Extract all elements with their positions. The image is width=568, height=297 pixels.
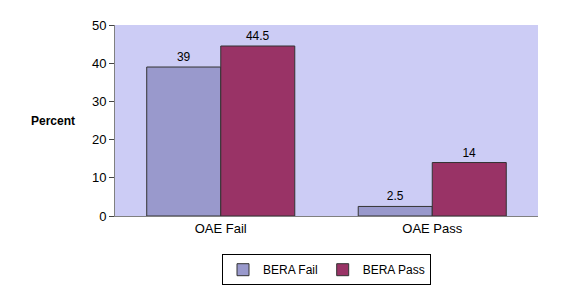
svg-text:14: 14 xyxy=(462,146,476,160)
svg-text:44.5: 44.5 xyxy=(246,29,270,43)
svg-text:40: 40 xyxy=(92,56,106,71)
svg-text:Percent: Percent xyxy=(31,114,75,128)
svg-text:30: 30 xyxy=(92,94,106,109)
svg-text:BERA Fail: BERA Fail xyxy=(263,263,318,277)
svg-text:10: 10 xyxy=(92,170,106,185)
svg-text:20: 20 xyxy=(92,132,106,147)
svg-text:0: 0 xyxy=(99,209,106,224)
svg-text:OAE Fail: OAE Fail xyxy=(195,221,247,236)
svg-text:39: 39 xyxy=(177,50,191,64)
svg-text:BERA Pass: BERA Pass xyxy=(363,263,425,277)
svg-text:50: 50 xyxy=(92,18,106,33)
svg-text:OAE Pass: OAE Pass xyxy=(402,221,462,236)
svg-text:2.5: 2.5 xyxy=(387,189,404,203)
